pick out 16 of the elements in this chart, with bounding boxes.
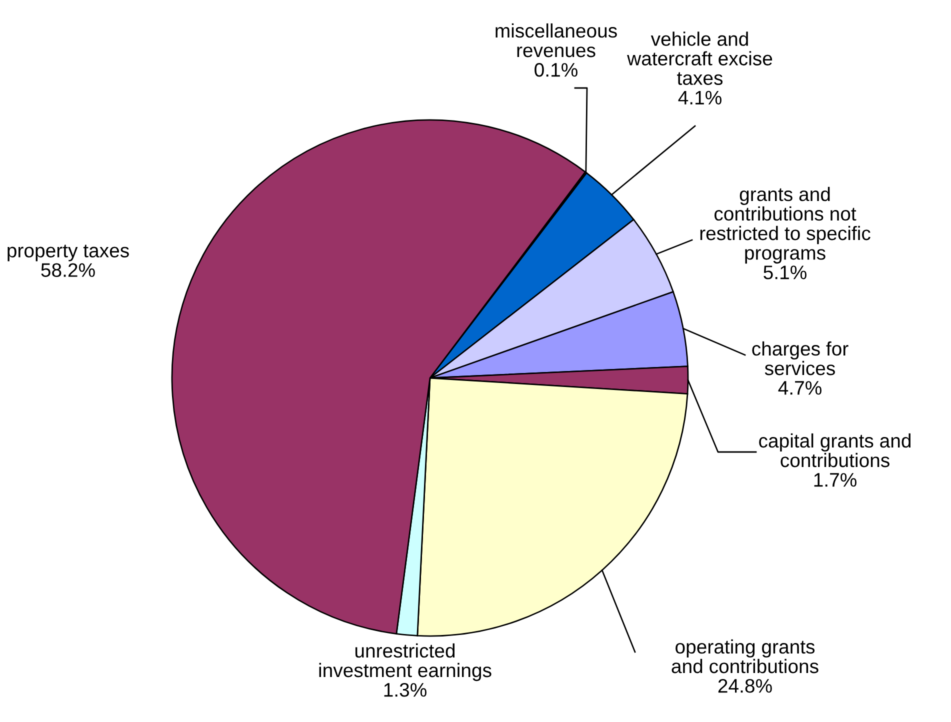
slice-label: capital grants and contributions: [759, 433, 910, 468]
slice-label: charges for services: [752, 341, 848, 376]
data-label: 5.1%: [764, 266, 806, 280]
data-label: 4.1%: [678, 90, 722, 104]
slice-label: miscellaneous revenues: [496, 23, 617, 58]
slice-label: vehicle and watercraft excise taxes: [627, 32, 772, 85]
data-label: 58.2%: [41, 263, 95, 277]
slice-label: operating grants and contributions: [672, 639, 818, 674]
data-label: 1.3%: [384, 682, 426, 697]
slice-label: grants and contributions not restricted to specific programs: [700, 186, 870, 264]
data-label: 1.7%: [814, 473, 856, 487]
data-label: 24.8%: [718, 678, 772, 693]
data-label: 4.7%: [778, 381, 822, 395]
data-label: 0.1%: [534, 62, 578, 77]
slice-label: property taxes: [8, 244, 129, 262]
slice-label: unrestricted investment earnings: [319, 643, 492, 682]
